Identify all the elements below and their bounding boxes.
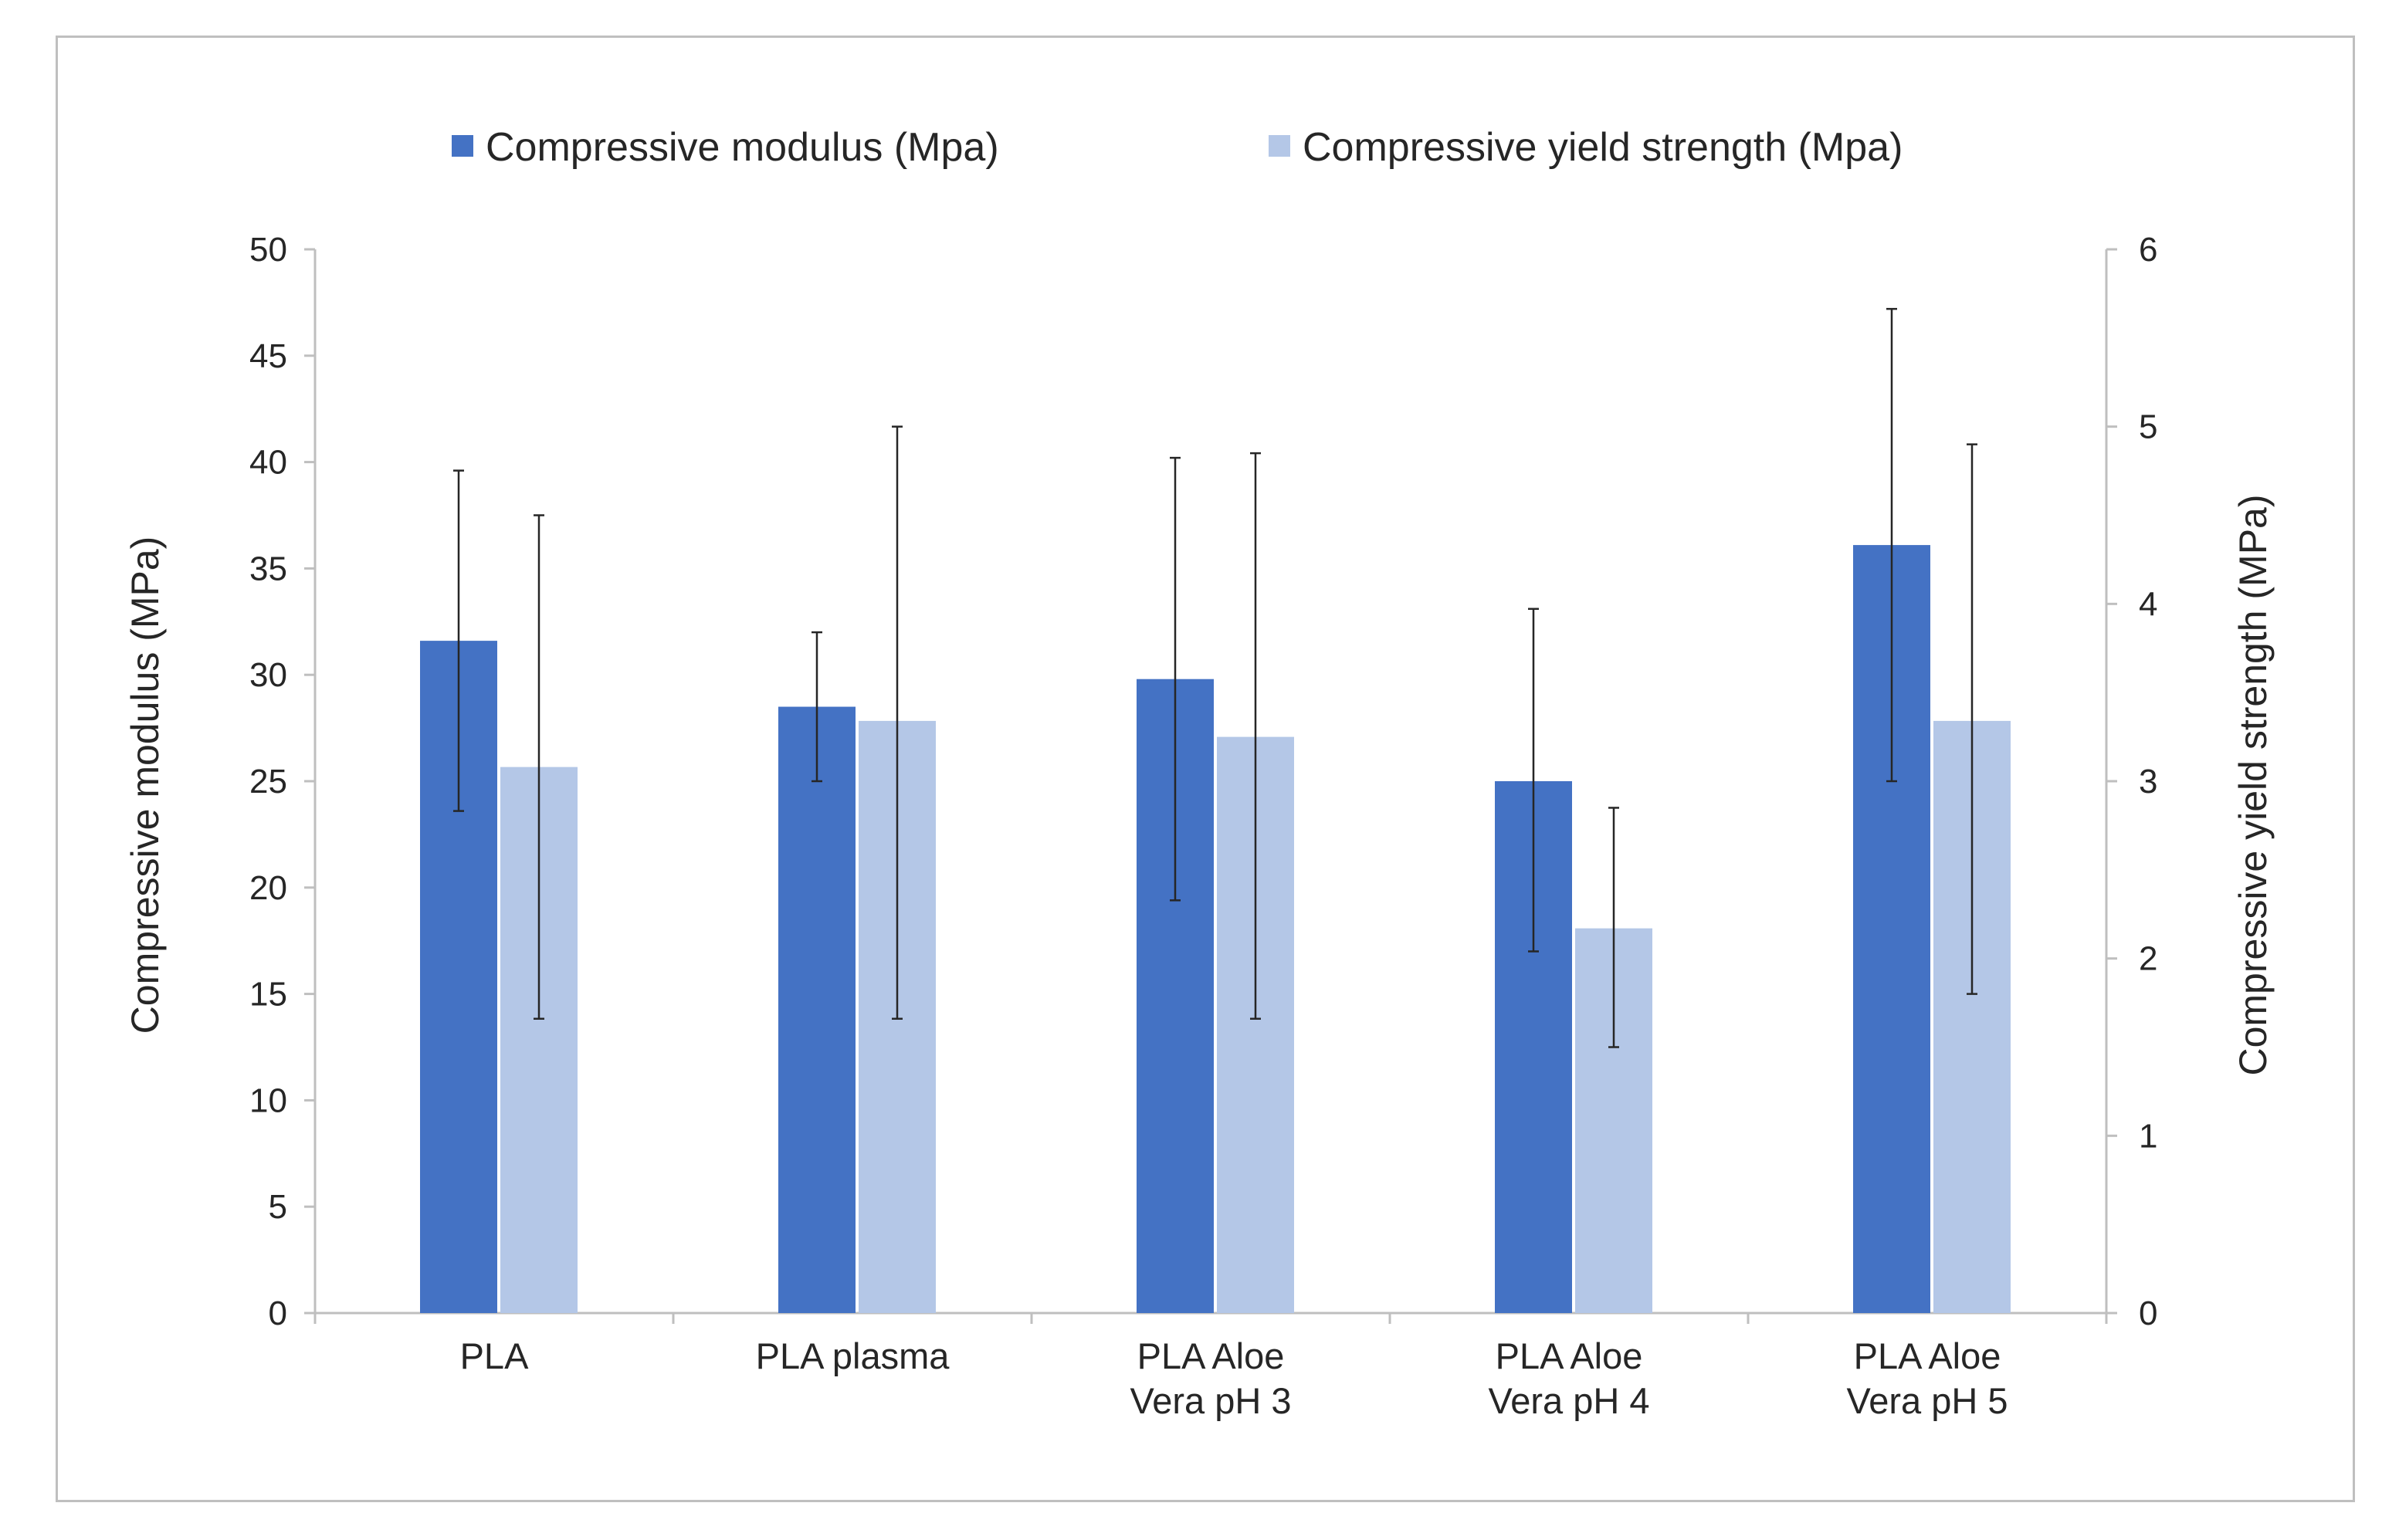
right-tick-label: 5 [2139, 408, 2157, 446]
right-tick-label: 3 [2139, 763, 2157, 800]
legend-swatch-modulus [452, 135, 473, 157]
right-tick-label: 2 [2139, 940, 2157, 978]
left-tick-label: 45 [249, 337, 287, 375]
right-tick-label: 1 [2139, 1117, 2157, 1155]
x-category-label: Vera pH 4 [1488, 1380, 1649, 1421]
left-tick-label: 50 [249, 231, 287, 269]
legend-swatch-yield [1269, 135, 1290, 157]
bar-modulus [778, 706, 856, 1313]
left-tick-label: 25 [249, 763, 287, 800]
x-category-label: Vera pH 5 [1846, 1380, 2008, 1421]
x-category-label: PLA [460, 1335, 529, 1376]
x-category-label: PLA Aloe [1496, 1335, 1643, 1376]
x-category-label: Vera pH 3 [1130, 1380, 1291, 1421]
right-tick-label: 6 [2139, 231, 2157, 269]
right-axis-title: Compressive yield strength (MPa) [2231, 494, 2275, 1075]
legend-label-yield: Compressive yield strength (Mpa) [1303, 125, 1903, 170]
left-tick-label: 5 [269, 1188, 287, 1226]
right-tick-label: 0 [2139, 1295, 2157, 1332]
x-category-label: PLA Aloe [1137, 1335, 1285, 1376]
legend-label-modulus: Compressive modulus (Mpa) [486, 125, 999, 170]
x-category-label: PLA Aloe [1854, 1335, 2001, 1376]
left-tick-label: 15 [249, 976, 287, 1014]
left-tick-label: 35 [249, 550, 287, 587]
left-tick-label: 30 [249, 656, 287, 694]
left-tick-label: 40 [249, 444, 287, 482]
left-tick-label: 20 [249, 869, 287, 907]
left-tick-label: 10 [249, 1081, 287, 1119]
left-axis-title: Compressive modulus (MPa) [124, 536, 167, 1034]
x-category-label: PLA plasma [756, 1335, 950, 1376]
right-tick-label: 4 [2139, 585, 2157, 623]
left-tick-label: 0 [269, 1295, 287, 1332]
